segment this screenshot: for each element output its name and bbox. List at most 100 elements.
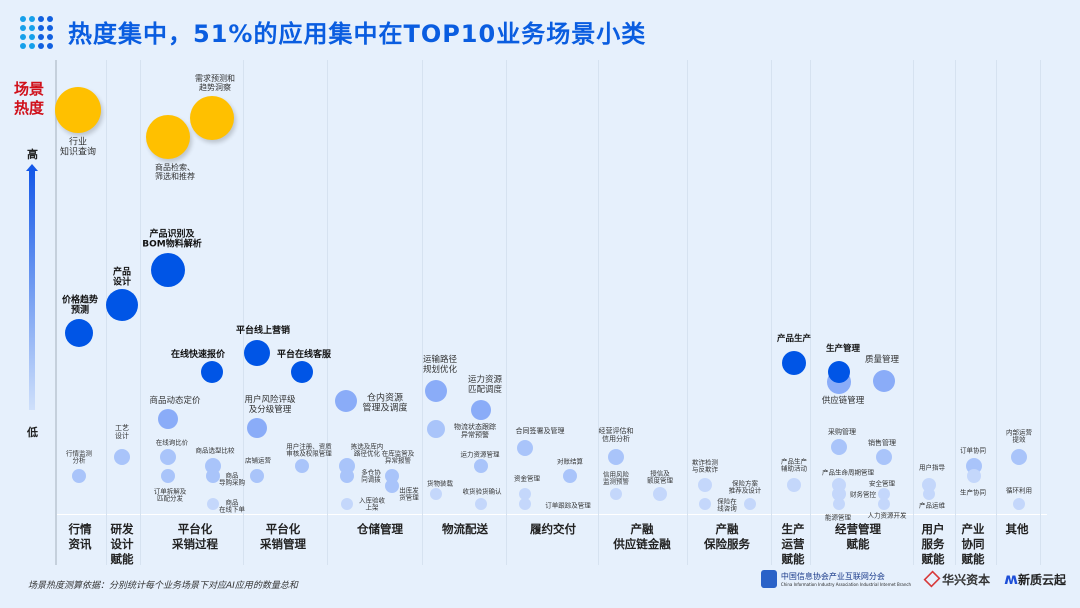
scenario-label: 产品生产: [776, 334, 812, 345]
scenario-bubble: [828, 361, 850, 383]
scenario-bubble: [340, 469, 354, 483]
scenario-label: 生产协同: [960, 488, 986, 497]
scenario-bubble: [1011, 449, 1027, 465]
scenario-label: 价格趋势 预测: [61, 295, 99, 316]
scenario-bubble: [244, 340, 270, 366]
scenario-label: 行情监测 分析: [66, 449, 92, 465]
scenario-label: 商品动态定价: [149, 396, 201, 407]
category-label: 产业 协同 赋能: [961, 522, 985, 566]
category-label: 其他: [1005, 522, 1029, 536]
scenario-label: 保险方案 推荐及设计: [728, 479, 762, 495]
scenario-bubble: [699, 498, 711, 510]
scenario-label: 在线快速报价: [170, 349, 226, 360]
scenario-bubble: [161, 469, 175, 483]
page-title: 热度集中，51%的应用集中在TOP10业务场景小类: [68, 20, 647, 48]
column-divider: [243, 60, 244, 565]
column-divider: [327, 60, 328, 565]
scenario-label: 财务管控: [850, 490, 876, 499]
scenario-label: 货物装载: [427, 479, 453, 488]
scenario-bubble: [427, 420, 445, 438]
scenario-bubble: [923, 488, 935, 500]
axis-line: [55, 60, 57, 565]
scenario-bubble: [698, 478, 712, 492]
column-divider: [140, 60, 141, 565]
scenario-bubble: [873, 370, 895, 392]
scenario-bubble: [72, 469, 86, 483]
scenario-bubble: [151, 253, 185, 287]
scenario-label: 保险在 线咨询: [717, 497, 737, 513]
scenario-label: 安全管理: [869, 479, 895, 488]
scenario-bubble: [787, 478, 801, 492]
scenario-label: 销售管理: [868, 438, 896, 447]
heat-arrow-icon: [26, 164, 38, 410]
scenario-label: 物流状态跟踪 异常预警: [454, 422, 496, 439]
category-label: 平台化 采销过程: [172, 522, 218, 551]
scenario-bubble: [831, 439, 847, 455]
scenario-label: 需求预测和 趋势洞察: [195, 73, 235, 92]
scenario-bubble: [430, 488, 442, 500]
footnote: 场景热度测算依据：分别统计每个业务场景下对应AI应用的数量总和: [28, 581, 298, 591]
scenario-label: 资金管理: [514, 474, 540, 483]
scenario-label: 经营评估和 信用分析: [598, 426, 634, 443]
scenario-bubble: [878, 498, 890, 510]
scenario-label: 人力资源开发: [867, 511, 907, 520]
scenario-bubble: [341, 498, 353, 510]
scenario-label: 产品运维: [919, 501, 945, 510]
scenario-label: 商品 在线下单: [219, 498, 245, 514]
scenario-bubble: [291, 361, 313, 383]
column-divider: [810, 60, 811, 565]
scenario-label: 产品生命周期管理: [822, 468, 874, 477]
scenario-label: 店铺运营: [245, 456, 271, 465]
scenario-label: 商品 导购采购: [219, 471, 245, 487]
scenario-bubble: [385, 479, 399, 493]
scenario-label: 拣选及库内 路径优化: [350, 442, 384, 458]
category-label: 物流配送: [442, 522, 488, 536]
column-divider: [996, 60, 997, 565]
scenario-bubble: [610, 488, 622, 500]
heat-axis-label: 场景 热度: [14, 80, 45, 117]
scenario-bubble: [190, 96, 234, 140]
category-label: 生产 运营 赋能: [781, 522, 805, 566]
scenario-bubble: [475, 498, 487, 510]
scenario-label: 行业 知识查询: [59, 137, 97, 158]
scenario-bubble: [207, 498, 219, 510]
scenario-bubble: [782, 351, 806, 375]
scenario-bubble: [425, 380, 447, 402]
scenario-label: 商品检索、 筛选和推荐: [155, 162, 195, 181]
column-divider: [106, 60, 107, 565]
scenario-bubble: [250, 469, 264, 483]
scenario-label: 生产管理: [825, 344, 861, 355]
scenario-label: 采购管理: [828, 427, 856, 436]
scenario-label: 供应链管理: [821, 396, 865, 407]
scenario-label: 能源管理: [825, 513, 851, 522]
scenario-label: 用户风险评级 及分级管理: [244, 395, 296, 415]
scenario-bubble: [563, 469, 577, 483]
scenario-label: 信用风险 监测预警: [603, 470, 629, 486]
scenario-bubble: [146, 115, 190, 159]
category-label: 仓储管理: [357, 522, 403, 536]
category-label: 履约交付: [530, 522, 576, 536]
scenario-label: 用户指导: [919, 463, 945, 472]
scenario-bubble: [335, 390, 357, 412]
scenario-bubble: [832, 487, 846, 501]
category-label: 产融 供应链金融: [613, 522, 671, 551]
scenario-bubble: [471, 400, 491, 420]
column-divider: [1040, 60, 1041, 565]
scenario-bubble: [206, 469, 220, 483]
scenario-bubble: [517, 440, 533, 456]
column-divider: [771, 60, 772, 565]
scenario-label: 运力资源管理: [460, 450, 500, 459]
scenario-label: 在线询比价: [155, 438, 189, 447]
scenario-label: 合同签署及管理: [515, 426, 565, 435]
scenario-label: 工艺 设计: [115, 423, 129, 440]
column-divider: [506, 60, 507, 565]
scenario-bubble: [106, 289, 138, 321]
scenario-bubble: [247, 418, 267, 438]
scenario-label: 质量管理: [864, 355, 900, 366]
scenario-bubble: [519, 488, 531, 500]
heat-low-label: 低: [27, 426, 38, 439]
scenario-bubble: [295, 459, 309, 473]
column-divider: [913, 60, 914, 565]
scenario-label: 循环利用: [1006, 486, 1032, 495]
scenario-label: 仓内资源 管理及调度: [362, 393, 408, 414]
